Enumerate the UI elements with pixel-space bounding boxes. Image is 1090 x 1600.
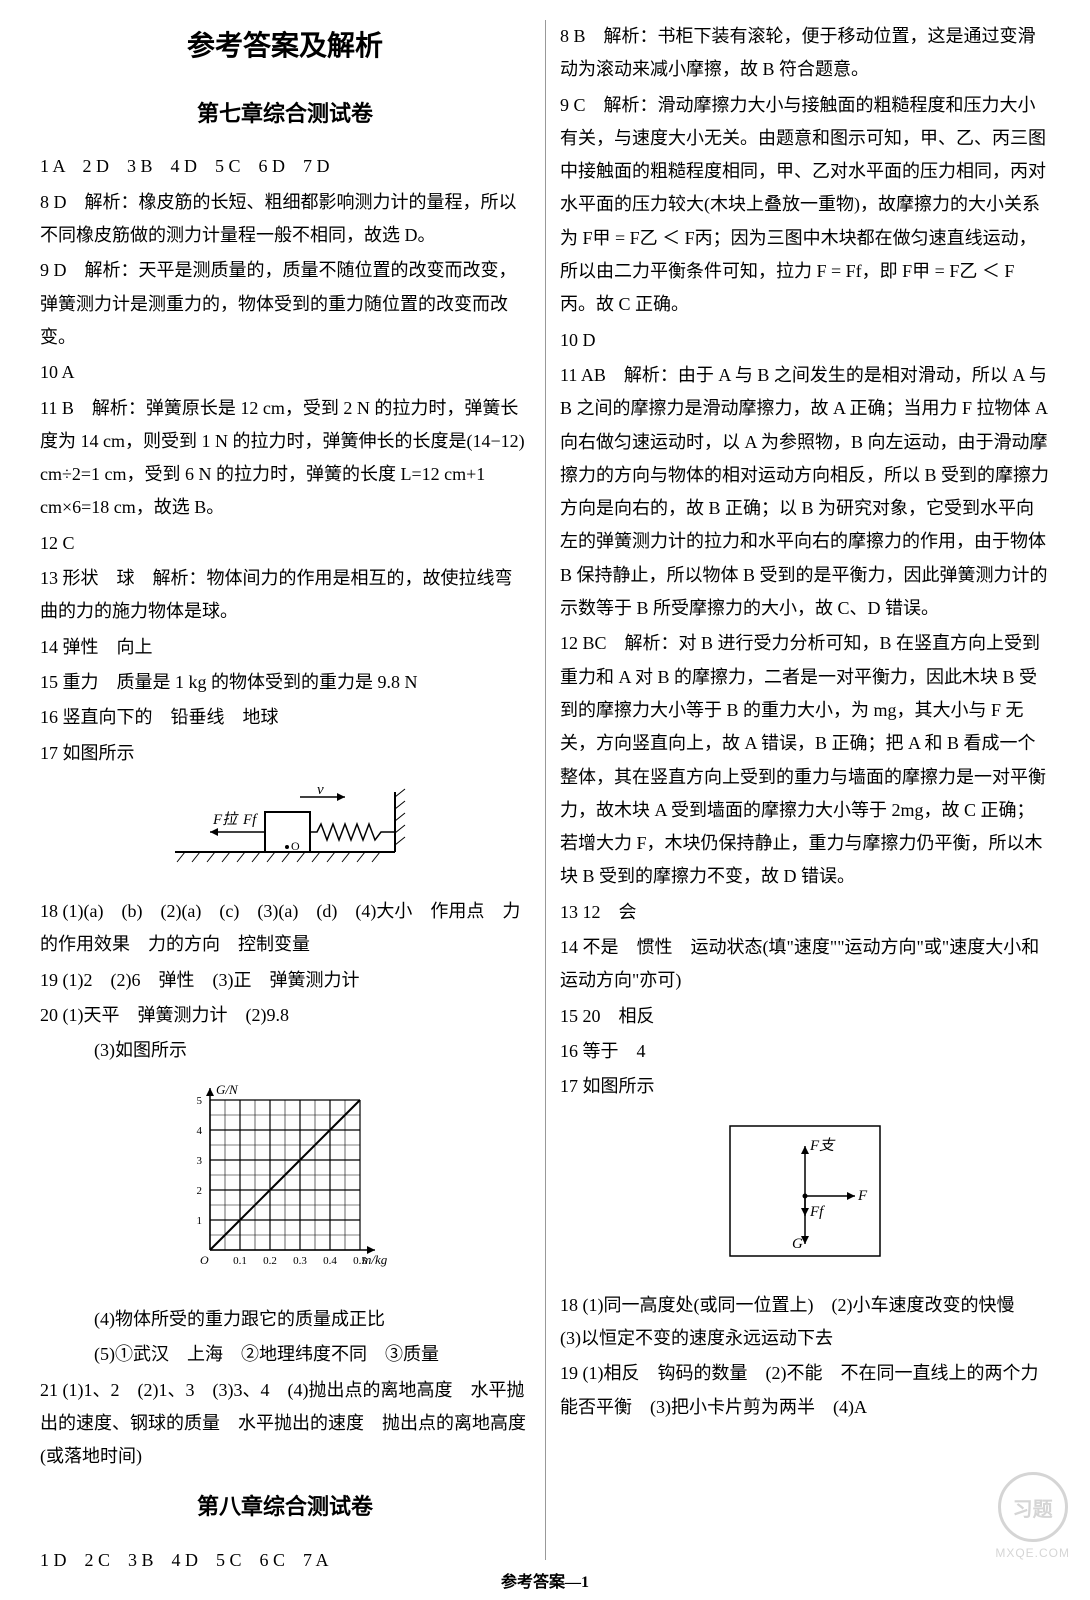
- label-v: v: [317, 782, 324, 798]
- column-divider: [545, 20, 546, 1560]
- answer-line: 11 B 解析：弹簧原长是 12 cm，受到 2 N 的拉力时，弹簧长度为 14…: [40, 392, 530, 525]
- page-footer: 参考答案—1: [0, 1568, 1090, 1592]
- answer-line: 8 D 解析：橡皮筋的长短、粗细都影响测力计的量程，所以不同橡皮筋做的测力计量程…: [40, 186, 530, 253]
- left-column: 参考答案及解析 第七章综合测试卷 1 A 2 D 3 B 4 D 5 C 6 D…: [40, 20, 530, 1550]
- answer-line: 16 等于 4: [560, 1035, 1050, 1068]
- right-column: 8 B 解析：书柜下装有滚轮，便于移动位置，这是通过变滑动为滚动来减小摩擦，故 …: [560, 20, 1050, 1550]
- answer-line: 11 AB 解析：由于 A 与 B 之间发生的是相对滑动，所以 A 与 B 之间…: [560, 359, 1050, 625]
- answer-line: 12 BC 解析：对 B 进行受力分析可知，B 在竖直方向上受到重力和 A 对 …: [560, 627, 1050, 893]
- answer-line: (5)①武汉 上海 ②地理纬度不同 ③质量: [40, 1338, 530, 1371]
- answer-line: 14 弹性 向上: [40, 631, 530, 664]
- answer-line: 15 重力 质量是 1 kg 的物体受到的重力是 9.8 N: [40, 666, 530, 699]
- answer-line: 1 A 2 D 3 B 4 D 5 C 6 D 7 D: [40, 150, 530, 183]
- answer-line: 19 (1)2 (2)6 弹性 (3)正 弹簧测力计: [40, 964, 530, 997]
- svg-text:4: 4: [197, 1125, 203, 1137]
- label-Ff: Ff: [242, 812, 258, 828]
- svg-text:5: 5: [197, 1095, 203, 1107]
- label-up: F支: [809, 1137, 836, 1154]
- svg-text:2: 2: [197, 1185, 203, 1197]
- svg-text:m/kg: m/kg: [362, 1252, 388, 1267]
- answer-line: 21 (1)1、2 (2)1、3 (3)3、4 (4)抛出点的离地高度 水平抛出…: [40, 1374, 530, 1474]
- label-Fpull: F拉: [212, 811, 239, 828]
- answer-line: 10 D: [560, 324, 1050, 357]
- svg-text:0.1: 0.1: [233, 1255, 247, 1267]
- spring-block-svg: O F拉 Ff v: [155, 782, 415, 872]
- answer-line: 13 12 会: [560, 896, 1050, 929]
- figure-gm-chart: 0.10.20.30.40.512345OG/Nm/kg: [40, 1080, 530, 1291]
- answer-line: 18 (1)(a) (b) (2)(a) (c) (3)(a) (d) (4)大…: [40, 895, 530, 962]
- answer-line: 16 竖直向下的 铅垂线 地球: [40, 701, 530, 734]
- figure-spring-block: O F拉 Ff v: [40, 782, 530, 883]
- answer-line: 14 不是 惯性 运动状态(填"速度""运动方向"或"速度大小和运动方向"亦可): [560, 931, 1050, 998]
- force-diagram-svg: F支 F Ff G: [720, 1116, 890, 1266]
- answer-line: 9 D 解析：天平是测质量的，质量不随位置的改变而改变，弹簧测力计是测重力的，物…: [40, 254, 530, 354]
- label-O: O: [291, 839, 300, 853]
- answer-line: (4)物体所受的重力跟它的质量成正比: [40, 1303, 530, 1336]
- answer-line: 17 如图所示: [40, 737, 530, 770]
- svg-text:1: 1: [197, 1215, 203, 1227]
- answer-line: 8 B 解析：书柜下装有滚轮，便于移动位置，这是通过变滑动为滚动来减小摩擦，故 …: [560, 20, 1050, 87]
- answer-line: 20 (1)天平 弹簧测力计 (2)9.8: [40, 999, 530, 1032]
- gm-chart-svg: 0.10.20.30.40.512345OG/Nm/kg: [165, 1080, 405, 1280]
- chapter7-title: 第七章综合测试卷: [40, 94, 530, 135]
- answer-line: 15 20 相反: [560, 1000, 1050, 1033]
- label-ff: Ff: [809, 1204, 825, 1220]
- chapter8-title: 第八章综合测试卷: [40, 1487, 530, 1528]
- answer-line: 10 A: [40, 356, 530, 389]
- figure-force-diagram: F支 F Ff G: [560, 1116, 1050, 1277]
- svg-text:0.2: 0.2: [263, 1255, 277, 1267]
- main-title: 参考答案及解析: [40, 20, 530, 72]
- svg-text:3: 3: [197, 1155, 203, 1167]
- answer-line: 19 (1)相反 钩码的数量 (2)不能 不在同一直线上的两个力能否平衡 (3)…: [560, 1357, 1050, 1424]
- svg-text:O: O: [200, 1253, 209, 1267]
- svg-text:G/N: G/N: [216, 1082, 239, 1097]
- answer-line: 12 C: [40, 527, 530, 560]
- label-g: G: [792, 1236, 803, 1252]
- answer-line: 17 如图所示: [560, 1070, 1050, 1103]
- svg-text:0.3: 0.3: [293, 1255, 307, 1267]
- answer-line: 18 (1)同一高度处(或同一位置上) (2)小车速度改变的快慢 (3)以恒定不…: [560, 1289, 1050, 1356]
- answer-line: (3)如图所示: [40, 1034, 530, 1067]
- svg-text:0.4: 0.4: [323, 1255, 337, 1267]
- answer-line: 13 形状 球 解析：物体间力的作用是相互的，故使拉线弯曲的力的施力物体是球。: [40, 562, 530, 629]
- label-right: F: [857, 1188, 868, 1204]
- answer-line: 9 C 解析：滑动摩擦力大小与接触面的粗糙程度和压力大小有关，与速度大小无关。由…: [560, 89, 1050, 322]
